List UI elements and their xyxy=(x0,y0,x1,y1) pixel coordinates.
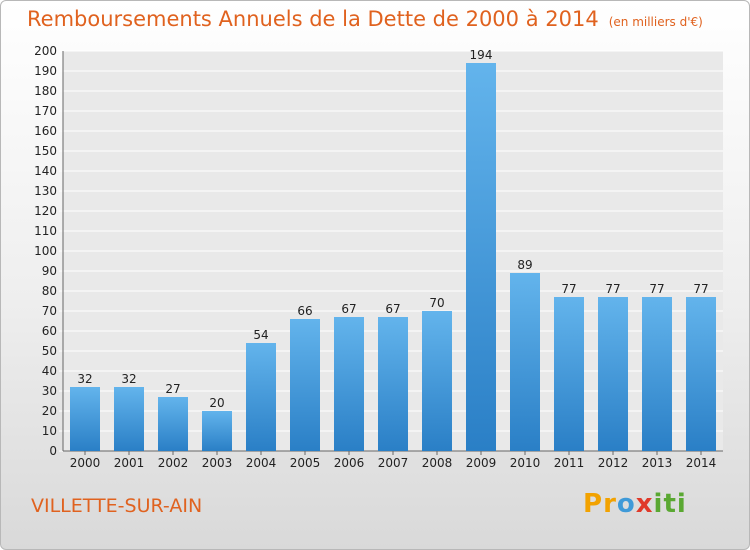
y-tick-label: 140 xyxy=(34,164,57,178)
y-tick-label: 160 xyxy=(34,124,57,138)
bar xyxy=(686,297,716,451)
bar xyxy=(466,63,496,451)
x-tick-label: 2000 xyxy=(70,456,101,470)
logo-letter: x xyxy=(635,489,654,519)
logo-letter: r xyxy=(603,489,617,519)
data-label: 67 xyxy=(341,302,356,316)
bar xyxy=(290,319,320,451)
x-tick-label: 2010 xyxy=(510,456,541,470)
chart-title-text: Remboursements Annuels de la Dette de 20… xyxy=(27,7,599,31)
data-label: 27 xyxy=(165,382,180,396)
y-tick-label: 40 xyxy=(42,364,57,378)
x-tick-label: 2004 xyxy=(246,456,277,470)
bar xyxy=(246,343,276,451)
y-tick-label: 90 xyxy=(42,264,57,278)
y-tick-label: 180 xyxy=(34,84,57,98)
data-label: 89 xyxy=(517,258,532,272)
data-label: 32 xyxy=(121,372,136,386)
data-label: 66 xyxy=(297,304,312,318)
x-tick-label: 2006 xyxy=(334,456,365,470)
y-tick-label: 170 xyxy=(34,104,57,118)
bar xyxy=(422,311,452,451)
bar xyxy=(598,297,628,451)
y-tick-label: 50 xyxy=(42,344,57,358)
x-tick-label: 2012 xyxy=(598,456,629,470)
chart-unit: (en milliers d'€) xyxy=(608,15,703,29)
data-label: 77 xyxy=(649,282,664,296)
bar xyxy=(554,297,584,451)
y-tick-label: 200 xyxy=(34,44,57,58)
x-tick-label: 2013 xyxy=(642,456,673,470)
bar xyxy=(158,397,188,451)
y-tick-label: 150 xyxy=(34,144,57,158)
bar xyxy=(334,317,364,451)
x-tick-label: 2014 xyxy=(686,456,717,470)
data-label: 77 xyxy=(693,282,708,296)
y-tick-label: 10 xyxy=(42,424,57,438)
data-label: 194 xyxy=(470,48,493,62)
bar xyxy=(114,387,144,451)
bar xyxy=(510,273,540,451)
y-tick-label: 30 xyxy=(42,384,57,398)
bar xyxy=(70,387,100,451)
y-tick-label: 60 xyxy=(42,324,57,338)
data-label: 32 xyxy=(77,372,92,386)
data-label: 77 xyxy=(605,282,620,296)
x-tick-label: 2007 xyxy=(378,456,409,470)
y-tick-label: 0 xyxy=(49,444,57,458)
proxiti-logo: Proxiti xyxy=(583,489,687,519)
y-tick-label: 130 xyxy=(34,184,57,198)
x-tick-label: 2005 xyxy=(290,456,321,470)
data-label: 77 xyxy=(561,282,576,296)
logo-letter: i xyxy=(653,489,664,519)
bar xyxy=(202,411,232,451)
y-tick-label: 20 xyxy=(42,404,57,418)
x-tick-label: 2009 xyxy=(466,456,497,470)
data-label: 54 xyxy=(253,328,268,342)
y-tick-label: 120 xyxy=(34,204,57,218)
logo-letter: P xyxy=(583,489,604,519)
y-tick-label: 70 xyxy=(42,304,57,318)
y-tick-label: 110 xyxy=(34,224,57,238)
logo-letter: t xyxy=(663,489,677,519)
chart-title: Remboursements Annuels de la Dette de 20… xyxy=(27,7,703,31)
bar xyxy=(642,297,672,451)
data-label: 67 xyxy=(385,302,400,316)
y-tick-label: 80 xyxy=(42,284,57,298)
data-label: 70 xyxy=(429,296,444,310)
x-tick-label: 2008 xyxy=(422,456,453,470)
y-tick-label: 190 xyxy=(34,64,57,78)
logo-letter: o xyxy=(616,489,636,519)
logo-letter: i xyxy=(676,489,687,519)
city-name: VILLETTE-SUR-AIN xyxy=(31,495,203,517)
x-tick-label: 2002 xyxy=(158,456,189,470)
x-tick-label: 2003 xyxy=(202,456,233,470)
x-tick-label: 2001 xyxy=(114,456,145,470)
y-tick-label: 100 xyxy=(34,244,57,258)
x-tick-label: 2011 xyxy=(554,456,585,470)
bar xyxy=(378,317,408,451)
data-label: 20 xyxy=(209,396,224,410)
